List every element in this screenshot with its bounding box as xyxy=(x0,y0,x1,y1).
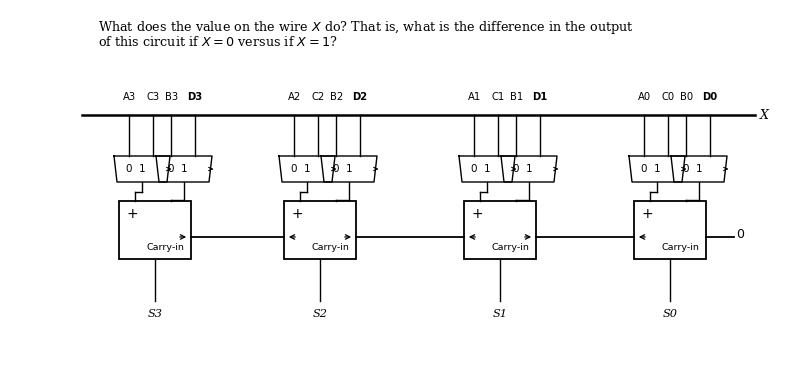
Text: X: X xyxy=(759,109,768,121)
Text: Carry-in: Carry-in xyxy=(146,243,184,252)
Bar xyxy=(119,201,191,259)
Text: C1: C1 xyxy=(491,92,504,102)
Text: D0: D0 xyxy=(702,92,717,102)
Text: +: + xyxy=(127,207,139,221)
Text: +: + xyxy=(292,207,303,221)
Bar xyxy=(284,201,355,259)
Text: B2: B2 xyxy=(329,92,343,102)
Text: A0: A0 xyxy=(637,92,650,102)
Text: D3: D3 xyxy=(187,92,202,102)
Bar xyxy=(633,201,705,259)
Bar xyxy=(463,201,535,259)
Text: S3: S3 xyxy=(148,309,162,319)
Text: 0  1: 0 1 xyxy=(470,164,490,174)
Text: S1: S1 xyxy=(492,309,507,319)
Text: D2: D2 xyxy=(352,92,367,102)
Text: A1: A1 xyxy=(467,92,481,102)
Text: C3: C3 xyxy=(146,92,160,102)
Text: S0: S0 xyxy=(662,309,676,319)
Text: 0: 0 xyxy=(735,229,743,241)
Text: Carry-in: Carry-in xyxy=(660,243,698,252)
Text: 0  1: 0 1 xyxy=(513,164,532,174)
Text: B0: B0 xyxy=(679,92,693,102)
Text: 0  1: 0 1 xyxy=(333,164,352,174)
Text: C2: C2 xyxy=(311,92,324,102)
Text: A2: A2 xyxy=(288,92,301,102)
Text: Carry-in: Carry-in xyxy=(491,243,529,252)
Text: S2: S2 xyxy=(312,309,327,319)
Text: 0  1: 0 1 xyxy=(168,164,187,174)
Text: +: + xyxy=(642,207,653,221)
Text: B1: B1 xyxy=(509,92,522,102)
Text: Carry-in: Carry-in xyxy=(311,243,349,252)
Text: 0  1: 0 1 xyxy=(290,164,311,174)
Text: 0  1: 0 1 xyxy=(126,164,145,174)
Text: A3: A3 xyxy=(122,92,136,102)
Text: What does the value on the wire $X$ do? That is, what is the difference in the o: What does the value on the wire $X$ do? … xyxy=(98,19,633,36)
Text: 0  1: 0 1 xyxy=(640,164,660,174)
Text: C0: C0 xyxy=(661,92,674,102)
Text: D1: D1 xyxy=(532,92,547,102)
Text: B3: B3 xyxy=(165,92,178,102)
Text: +: + xyxy=(471,207,483,221)
Text: of this circuit if $X = 0$ versus if $X = 1$?: of this circuit if $X = 0$ versus if $X … xyxy=(98,35,337,49)
Text: 0  1: 0 1 xyxy=(682,164,702,174)
